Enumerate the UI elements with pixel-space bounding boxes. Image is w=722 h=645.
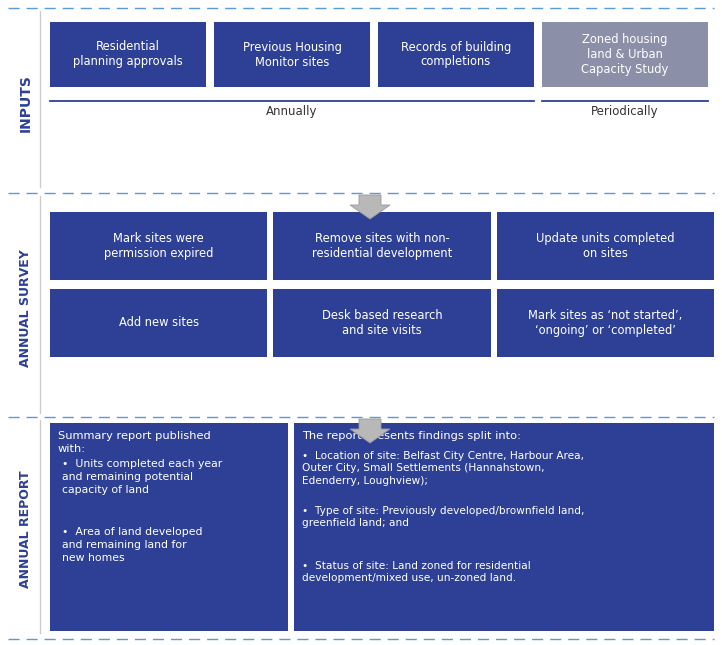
Bar [50,212,267,280]
Text: The report presents findings split into:: The report presents findings split into: [302,431,521,441]
Text: Add new sites: Add new sites [118,317,199,330]
Text: Annually: Annually [266,105,318,118]
Bar [274,289,491,357]
Text: Records of building
completions: Records of building completions [401,41,511,68]
Text: •  Units completed each year
and remaining potential
capacity of land: • Units completed each year and remainin… [62,459,222,495]
Bar [50,22,206,87]
Bar [294,423,714,631]
Text: Mark sites as ‘not started’,
‘ongoing’ or ‘completed’: Mark sites as ‘not started’, ‘ongoing’ o… [529,309,682,337]
Text: Residential
planning approvals: Residential planning approvals [73,41,183,68]
Text: Zoned housing
land & Urban
Capacity Study: Zoned housing land & Urban Capacity Stud… [581,33,669,76]
Bar [50,423,288,631]
Text: Previous Housing
Monitor sites: Previous Housing Monitor sites [243,41,342,68]
Polygon shape [350,419,390,443]
Text: Remove sites with non-
residential development: Remove sites with non- residential devel… [312,232,452,260]
Bar [274,212,491,280]
Text: •  Area of land developed
and remaining land for
new homes: • Area of land developed and remaining l… [62,527,202,563]
Bar [542,22,708,87]
Text: Desk based research
and site visits: Desk based research and site visits [322,309,443,337]
Bar [50,289,267,357]
Text: Summary report published
with:: Summary report published with: [58,431,211,454]
Bar [214,22,370,87]
Polygon shape [350,195,390,219]
Text: ANNUAL SURVEY: ANNUAL SURVEY [19,249,32,367]
Text: INPUTS: INPUTS [19,74,33,132]
Bar [497,289,714,357]
Bar [378,22,534,87]
Text: ANNUAL REPORT: ANNUAL REPORT [19,470,32,588]
Text: Periodically: Periodically [591,105,658,118]
Text: •  Location of site: Belfast City Centre, Harbour Area,
Outer City, Small Settle: • Location of site: Belfast City Centre,… [302,451,584,486]
Text: •  Status of site: Land zoned for residential
development/mixed use, un-zoned la: • Status of site: Land zoned for residen… [302,561,531,583]
Text: •  Type of site: Previously developed/brownfield land,
greenfield land; and: • Type of site: Previously developed/bro… [302,506,584,528]
Text: Update units completed
on sites: Update units completed on sites [536,232,674,260]
Bar [497,212,714,280]
Text: Mark sites were
permission expired: Mark sites were permission expired [104,232,214,260]
